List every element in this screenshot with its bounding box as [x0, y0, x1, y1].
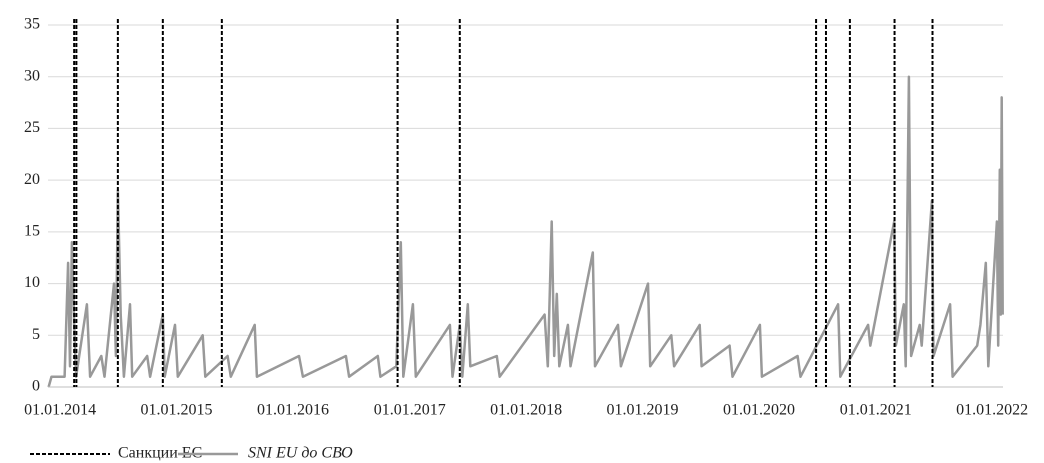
- x-tick-label: 01.01.2016: [257, 402, 329, 419]
- y-tick-label: 30: [24, 67, 40, 84]
- y-tick-label: 15: [24, 223, 40, 240]
- x-tick-label: 01.01.2020: [723, 402, 795, 419]
- x-tick-label: 01.01.2017: [374, 402, 446, 419]
- y-tick-label: 20: [24, 171, 40, 188]
- x-tick-label: 01.01.2019: [607, 402, 679, 419]
- y-tick-label: 35: [24, 16, 40, 33]
- legend-label-sanctions: Санкции ЕС: [118, 445, 202, 462]
- x-tick-label: 01.01.2022: [956, 402, 1028, 419]
- x-tick-label: 01.01.2015: [141, 402, 213, 419]
- series-line: [47, 75, 1004, 388]
- y-tick-label: 0: [32, 378, 40, 395]
- legend-label-series: SNI EU до СВО: [248, 445, 353, 462]
- x-tick-label: 01.01.2018: [490, 402, 562, 419]
- y-tick-label: 5: [32, 326, 40, 343]
- x-tick-label: 01.01.2021: [840, 402, 912, 419]
- x-tick-label: 01.01.2014: [24, 402, 96, 419]
- y-tick-label: 25: [24, 119, 40, 136]
- y-tick-label: 10: [24, 274, 40, 291]
